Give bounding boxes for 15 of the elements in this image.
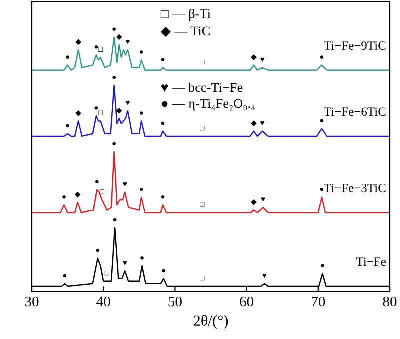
series-label: Ti−Fe−9TiC — [324, 42, 386, 50]
x-tick-label: 80 — [383, 296, 397, 307]
annotation: ● — η-Ti₄Fe₂O₀.₄ — [162, 99, 256, 111]
series-label: Ti−Fe — [356, 258, 386, 266]
x-tick-label: 70 — [312, 296, 326, 307]
x-tick-label: 40 — [96, 296, 110, 307]
text: □ — β-Ti — [160, 8, 211, 22]
x-tick-label: 60 — [240, 296, 254, 307]
series-label: Ti−Fe−3TiC — [324, 184, 386, 192]
series-label: Ti−Fe−6TiC — [324, 108, 386, 116]
text: ◆ — TiC — [160, 26, 210, 38]
x-tick-label: 50 — [168, 296, 182, 307]
x-tick-label: 30 — [25, 296, 39, 307]
annotation: ♥ — bcc-Ti−Fe — [162, 82, 243, 92]
x-axis-title: 2θ/(°) — [194, 315, 228, 330]
